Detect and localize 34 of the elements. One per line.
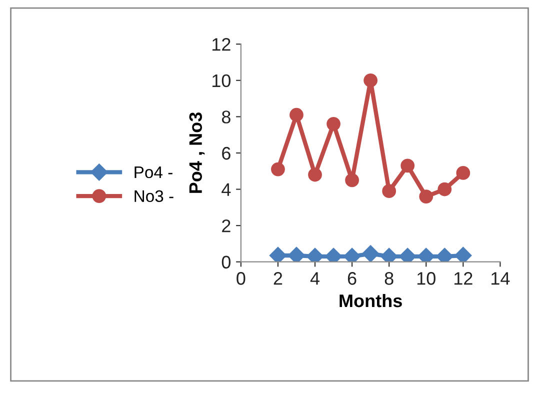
- point: [419, 190, 434, 204]
- y-tick-label: 4: [222, 183, 231, 196]
- x-tick-label: 8: [384, 272, 394, 285]
- x-tick-label: 10: [417, 272, 436, 285]
- x-tick-label: 2: [274, 272, 282, 285]
- x-tick-label: 14: [492, 272, 510, 285]
- legend-label: No3 -: [134, 190, 174, 202]
- point: [326, 117, 340, 131]
- y-tick-label: 2: [222, 219, 230, 232]
- x-axis-title: Months: [340, 294, 402, 308]
- point: [400, 158, 415, 173]
- point: [345, 173, 359, 188]
- y-tick-label: 12: [212, 38, 230, 51]
- point: [269, 246, 287, 262]
- y-axis-title: Po4 , No3: [189, 112, 205, 193]
- legend-label: Po4 -: [134, 166, 172, 178]
- x-tick-label: 6: [348, 272, 356, 285]
- point: [454, 246, 472, 262]
- point: [456, 166, 470, 180]
- point: [290, 108, 304, 122]
- point: [362, 245, 380, 262]
- y-tick-label: 6: [222, 146, 230, 160]
- y-tick-label: 10: [212, 74, 231, 88]
- x-tick-label: 12: [454, 272, 472, 285]
- x-tick-label: 4: [310, 272, 320, 285]
- point: [382, 184, 396, 198]
- point: [438, 182, 452, 196]
- y-tick-label: 8: [222, 110, 230, 124]
- y-tick-label: 0: [222, 256, 231, 269]
- point: [364, 73, 378, 88]
- point: [308, 168, 322, 182]
- point: [288, 246, 306, 262]
- point: [271, 162, 285, 176]
- x-tick-label: 0: [236, 272, 246, 285]
